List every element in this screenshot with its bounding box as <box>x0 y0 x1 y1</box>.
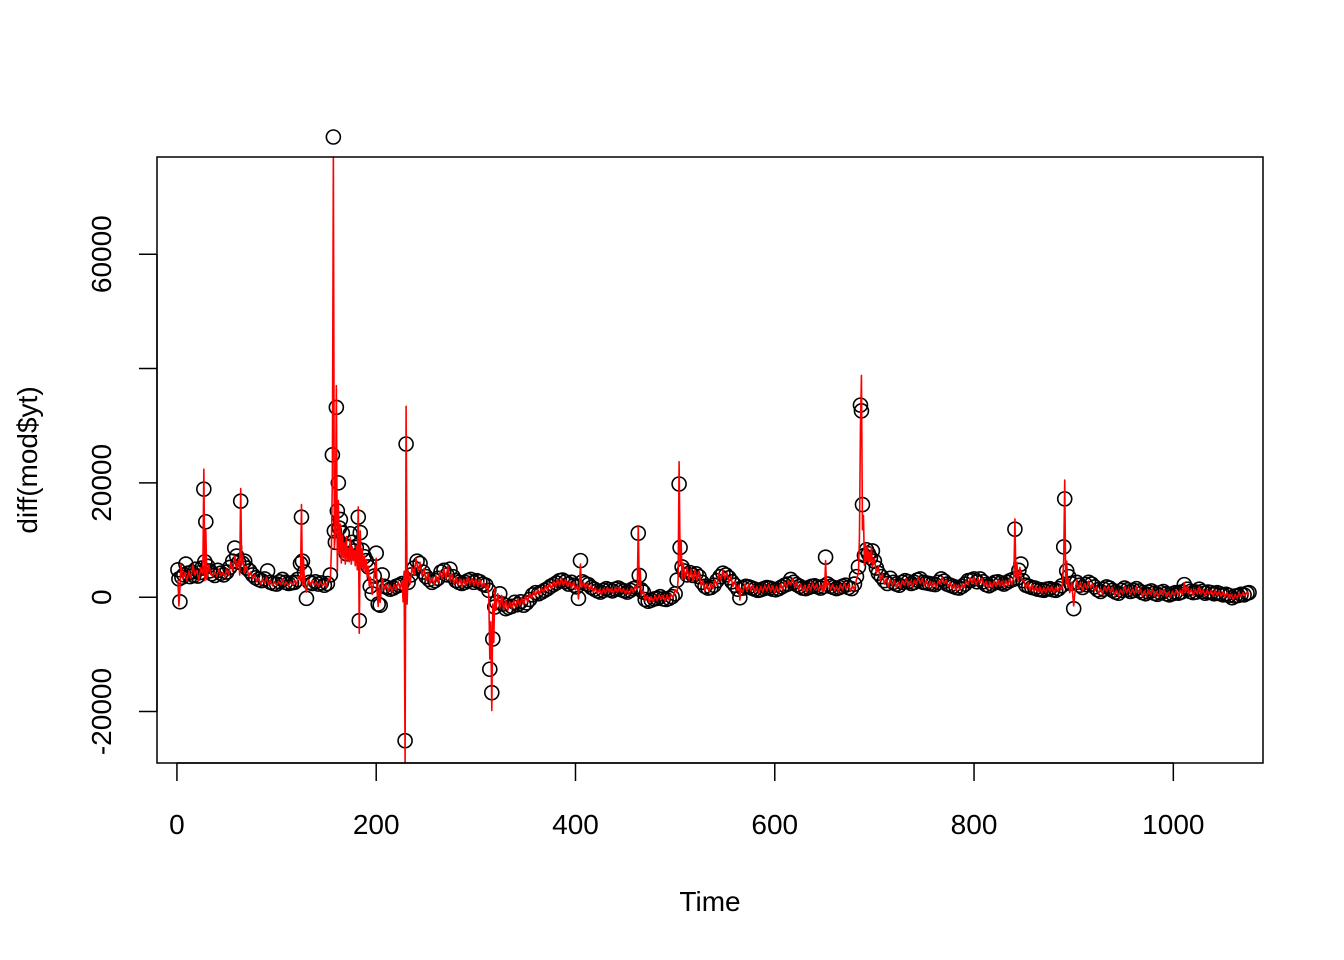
x-tick-label: 400 <box>552 809 599 840</box>
data-point <box>421 571 437 588</box>
y-axis: -20000 0 20000 60000 <box>86 215 158 755</box>
data-point <box>418 568 434 585</box>
x-tick-label: 600 <box>751 809 798 840</box>
x-tick-label: 200 <box>353 809 400 840</box>
data-point <box>313 575 330 591</box>
data-point <box>688 565 704 582</box>
fitted-line <box>177 156 1250 764</box>
data-point <box>491 585 508 602</box>
data-point <box>330 475 347 491</box>
data-point <box>325 129 342 145</box>
y-axis-title: diff(mod$yt) <box>12 386 43 533</box>
data-point <box>664 588 680 605</box>
data-point <box>506 594 523 611</box>
data-point <box>635 584 652 600</box>
data-point <box>198 513 214 530</box>
x-tick-label: 1000 <box>1142 809 1204 840</box>
data-point <box>694 574 710 591</box>
data-point <box>412 555 428 572</box>
x-axis: 0 200 400 600 800 1000 <box>169 762 1204 840</box>
x-tick-label: 0 <box>169 809 185 840</box>
fitted-line-group <box>177 156 1250 764</box>
x-axis-title: Time <box>679 886 740 917</box>
data-point <box>481 661 498 678</box>
y-tick-label: -20000 <box>86 668 117 755</box>
x-tick-label: 800 <box>951 809 998 840</box>
y-tick-label: 0 <box>86 589 117 605</box>
data-point <box>1241 584 1257 601</box>
y-tick-label: 20000 <box>86 444 117 522</box>
data-point <box>286 574 303 591</box>
data-point <box>846 576 863 592</box>
data-point <box>1089 581 1106 598</box>
y-tick-label: 60000 <box>86 215 117 293</box>
